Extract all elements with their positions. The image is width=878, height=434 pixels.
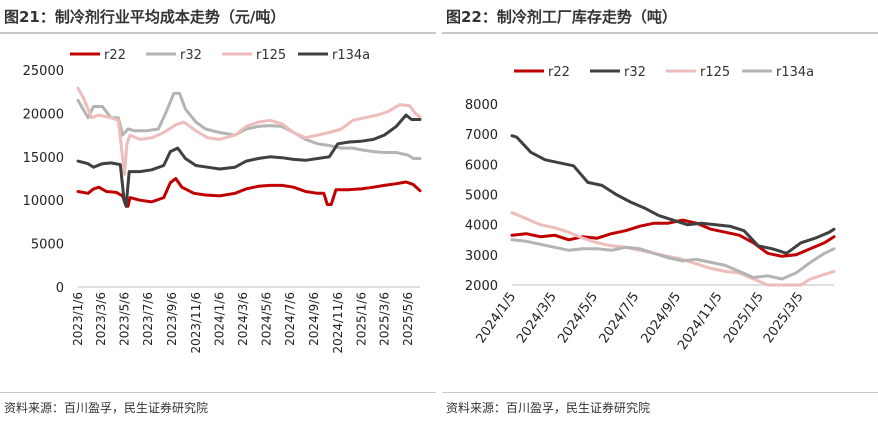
series-line-r125: [76, 86, 422, 176]
x-tick-label: 2024/9/6: [307, 292, 321, 346]
x-tick-label: 2023/5/6: [118, 292, 132, 346]
y-tick-label: 3000: [465, 249, 498, 264]
x-tick-label: 2023/9/6: [165, 292, 179, 346]
x-tick-label: 2024/5/5: [555, 290, 601, 346]
y-tick-label: 25000: [23, 64, 64, 79]
legend-label-r22: r22: [548, 65, 570, 80]
legend-label-r22: r22: [104, 48, 126, 63]
legend-label-r32: r32: [180, 48, 202, 63]
x-tick-label: 2025/3/6: [377, 292, 391, 346]
y-tick-label: 5000: [31, 238, 64, 253]
y-tick-label: 20000: [23, 107, 64, 122]
x-tick-label: 2024/11/6: [331, 292, 345, 354]
legend-label-r125: r125: [700, 65, 730, 80]
x-tick-label: 2023/3/6: [94, 292, 108, 346]
y-tick-label: 6000: [465, 158, 498, 173]
x-tick-label: 2025/5/6: [401, 292, 415, 346]
cost-line-chart: r22 r32 r125 r134a 0 5000 10000 15000 20000 25000…: [23, 48, 422, 354]
y-tick-label: 8000: [465, 98, 498, 113]
legend-label-r32: r32: [624, 65, 646, 80]
figure-title: 图21：制冷剂行业平均成本走势（元/吨）: [4, 8, 286, 26]
legend-label-r134a: r134a: [332, 48, 370, 63]
series-line-r22: [510, 218, 836, 258]
series-line-r134a: [76, 113, 422, 208]
inventory-line-chart: r22 r32 r125 r134a 2000 3000 4000 5000 6000 7000 8…: [465, 65, 836, 353]
x-tick-label: 2024/9/5: [639, 290, 685, 346]
source-note: 资料来源：百川盈孚，民生证券研究院: [446, 401, 651, 415]
series-line-r32: [510, 134, 836, 255]
y-tick-label: 2000: [465, 279, 498, 294]
x-tick-label: 2025/3/5: [761, 290, 807, 346]
y-tick-label: 0: [56, 281, 64, 296]
x-tick-label: 2024/1/6: [213, 292, 227, 346]
y-tick-label: 4000: [465, 219, 498, 234]
title-divider: [442, 32, 878, 34]
source-divider: [0, 392, 436, 393]
legend-label-r134a: r134a: [776, 65, 814, 80]
y-tick-label: 7000: [465, 128, 498, 143]
x-tick-label: 2024/1/5: [473, 290, 519, 346]
figure-title: 图22：制冷剂工厂库存走势（吨）: [446, 8, 677, 26]
chart-panel-inventory: 图22：制冷剂工厂库存走势（吨） r22 r32 r125 r134a 2000 3000…: [442, 0, 878, 434]
x-tick-label: 2023/11/6: [189, 292, 203, 354]
x-tick-label: 2023/1/6: [71, 292, 85, 346]
x-tick-label: 2025/1/6: [354, 292, 368, 346]
source-divider: [442, 392, 878, 393]
x-tick-label: 2024/7/6: [283, 292, 297, 346]
legend-label-r125: r125: [256, 48, 286, 63]
y-tick-label: 10000: [23, 194, 64, 209]
y-tick-label: 5000: [465, 189, 498, 204]
source-note: 资料来源：百川盈孚，民生证券研究院: [4, 401, 209, 415]
title-divider: [0, 32, 436, 34]
chart-panel-cost: 图21：制冷剂行业平均成本走势（元/吨） r22 r32 r125 r134a 0 500…: [0, 0, 436, 434]
series-line-r32: [76, 91, 422, 160]
x-tick-label: 2024/5/6: [259, 292, 273, 346]
series-line-r134a: [510, 238, 836, 281]
x-tick-label: 2023/7/6: [141, 292, 155, 346]
y-tick-label: 15000: [23, 151, 64, 166]
x-tick-label: 2024/7/5: [597, 290, 643, 346]
x-tick-label: 2024/3/5: [514, 290, 560, 346]
x-tick-label: 2024/3/6: [236, 292, 250, 346]
